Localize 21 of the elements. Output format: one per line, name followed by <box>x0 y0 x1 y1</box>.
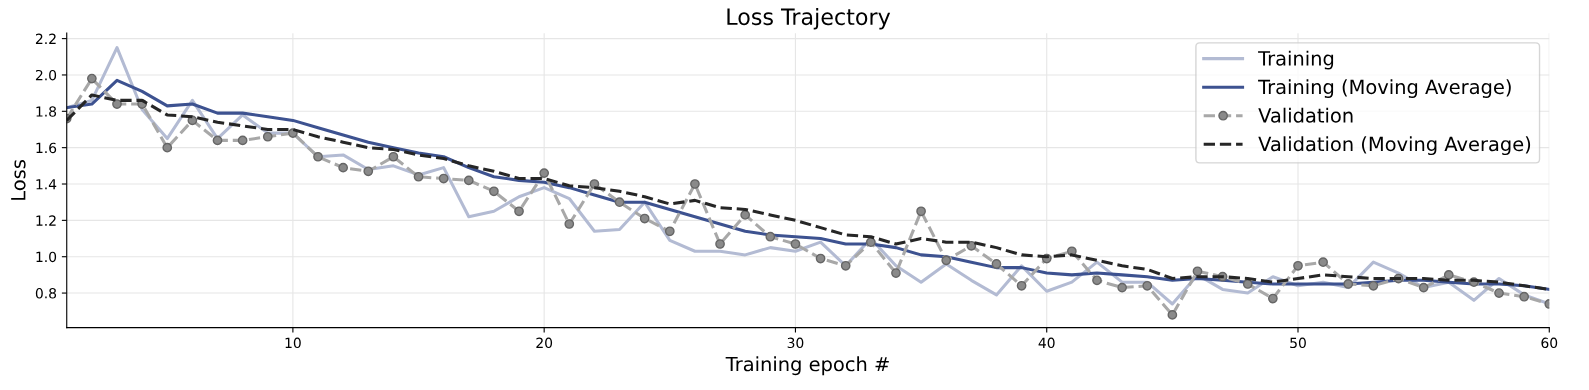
y-tick-label: 2.2 <box>35 33 56 44</box>
x-tick-label: 60 <box>1541 337 1558 349</box>
x-tick-label: 10 <box>285 337 301 349</box>
legend-label: Validation <box>1258 107 1353 123</box>
y-tick-label: 1.4 <box>36 179 57 190</box>
legend-label: Validation (Moving Average) <box>1258 136 1531 156</box>
x-tick-label: 50 <box>1290 337 1306 349</box>
y-tick-label: 1.2 <box>36 215 56 226</box>
x-axis-title: Training epoch # <box>725 356 889 376</box>
chart-title: Loss Trajectory <box>727 7 891 30</box>
legend-label: Training (Moving Average) <box>1258 79 1511 99</box>
y-axis-title: Loss <box>11 160 26 200</box>
y-tick-label: 1.6 <box>36 142 57 154</box>
x-tick-label: 40 <box>1038 337 1055 349</box>
x-tick-label: 30 <box>787 337 804 349</box>
legend-label: Training <box>1258 50 1334 70</box>
y-tick-label: 2.0 <box>35 69 57 81</box>
y-tick-label: 0.8 <box>35 288 57 299</box>
y-tick-label: 1.0 <box>36 251 57 263</box>
y-tick-label: 1.8 <box>36 106 57 117</box>
x-tick-label: 20 <box>536 337 553 349</box>
